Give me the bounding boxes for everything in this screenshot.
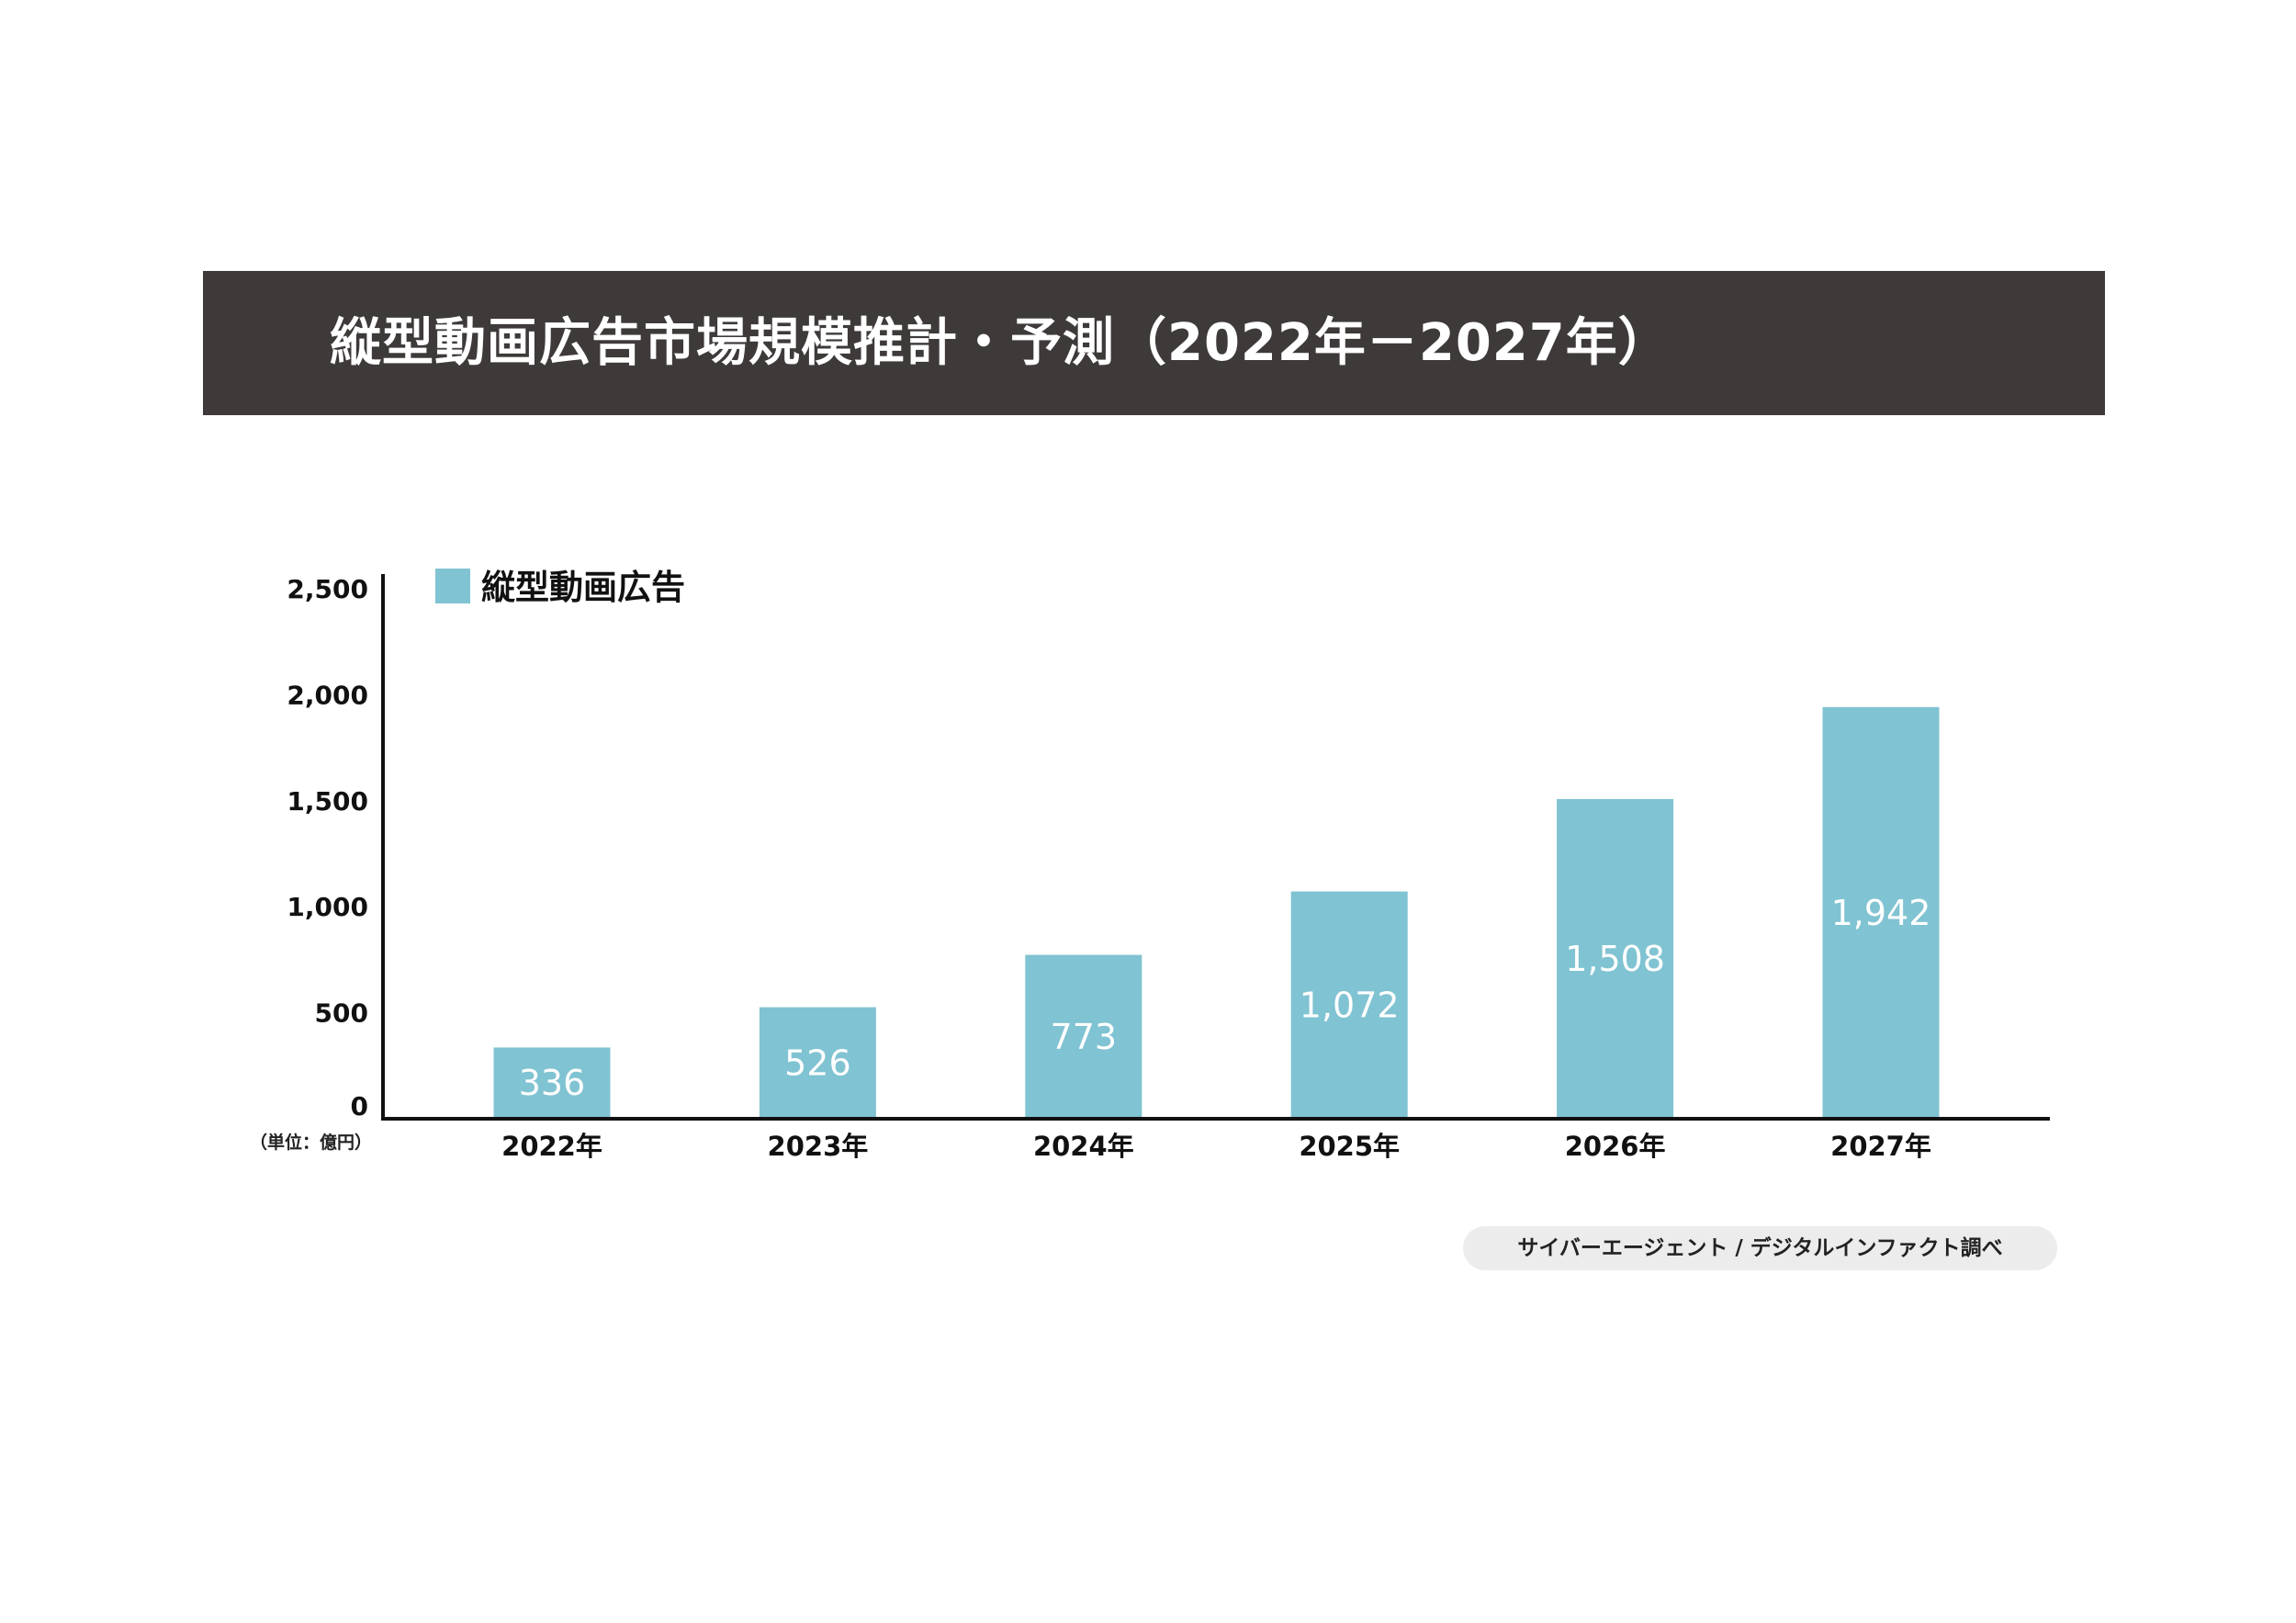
unit-label: （単位：億円） [250,1132,372,1153]
x-tick-label: 2026年 [1565,1131,1666,1162]
title-banner: 縦型動画広告市場規模推計・予測（2022年－2027年） [203,271,2105,415]
chart-title: 縦型動画広告市場規模推計・予測（2022年－2027年） [330,313,1671,373]
bar-value-label: 1,942 [1831,893,1931,933]
y-tick-label: 2,500 [287,574,368,604]
y-tick-label: 1,500 [287,786,368,817]
bar-value-label: 1,072 [1300,985,1400,1025]
y-tick-label: 0 [351,1091,368,1121]
bar-2027年 [1822,706,1940,1119]
bar-2025年 [1290,891,1408,1119]
bar-value-label: 1,508 [1565,939,1665,979]
x-tick-label: 2027年 [1830,1131,1931,1162]
source-note: サイバーエージェント / デジタルインファクト調べ [1463,1226,2057,1270]
x-tick-label: 2023年 [768,1131,869,1162]
legend-label: 縦型動画広告 [481,568,685,607]
bar-2026年 [1557,798,1674,1119]
bar-2022年 [493,1047,611,1119]
x-tick-label: 2024年 [1033,1131,1134,1162]
bar-value-label: 773 [1051,1017,1118,1057]
y-tick-label: 500 [315,998,368,1029]
x-tick-label: 2025年 [1299,1131,1400,1162]
bar-2023年 [759,1007,876,1119]
y-tick-label: 1,000 [287,892,368,922]
y-tick-label: 2,000 [287,680,368,710]
bar-2024年 [1025,954,1142,1119]
legend-swatch [435,569,470,603]
bar-value-label: 336 [519,1063,586,1103]
bar-value-label: 526 [784,1043,851,1083]
x-tick-label: 2022年 [501,1131,602,1162]
